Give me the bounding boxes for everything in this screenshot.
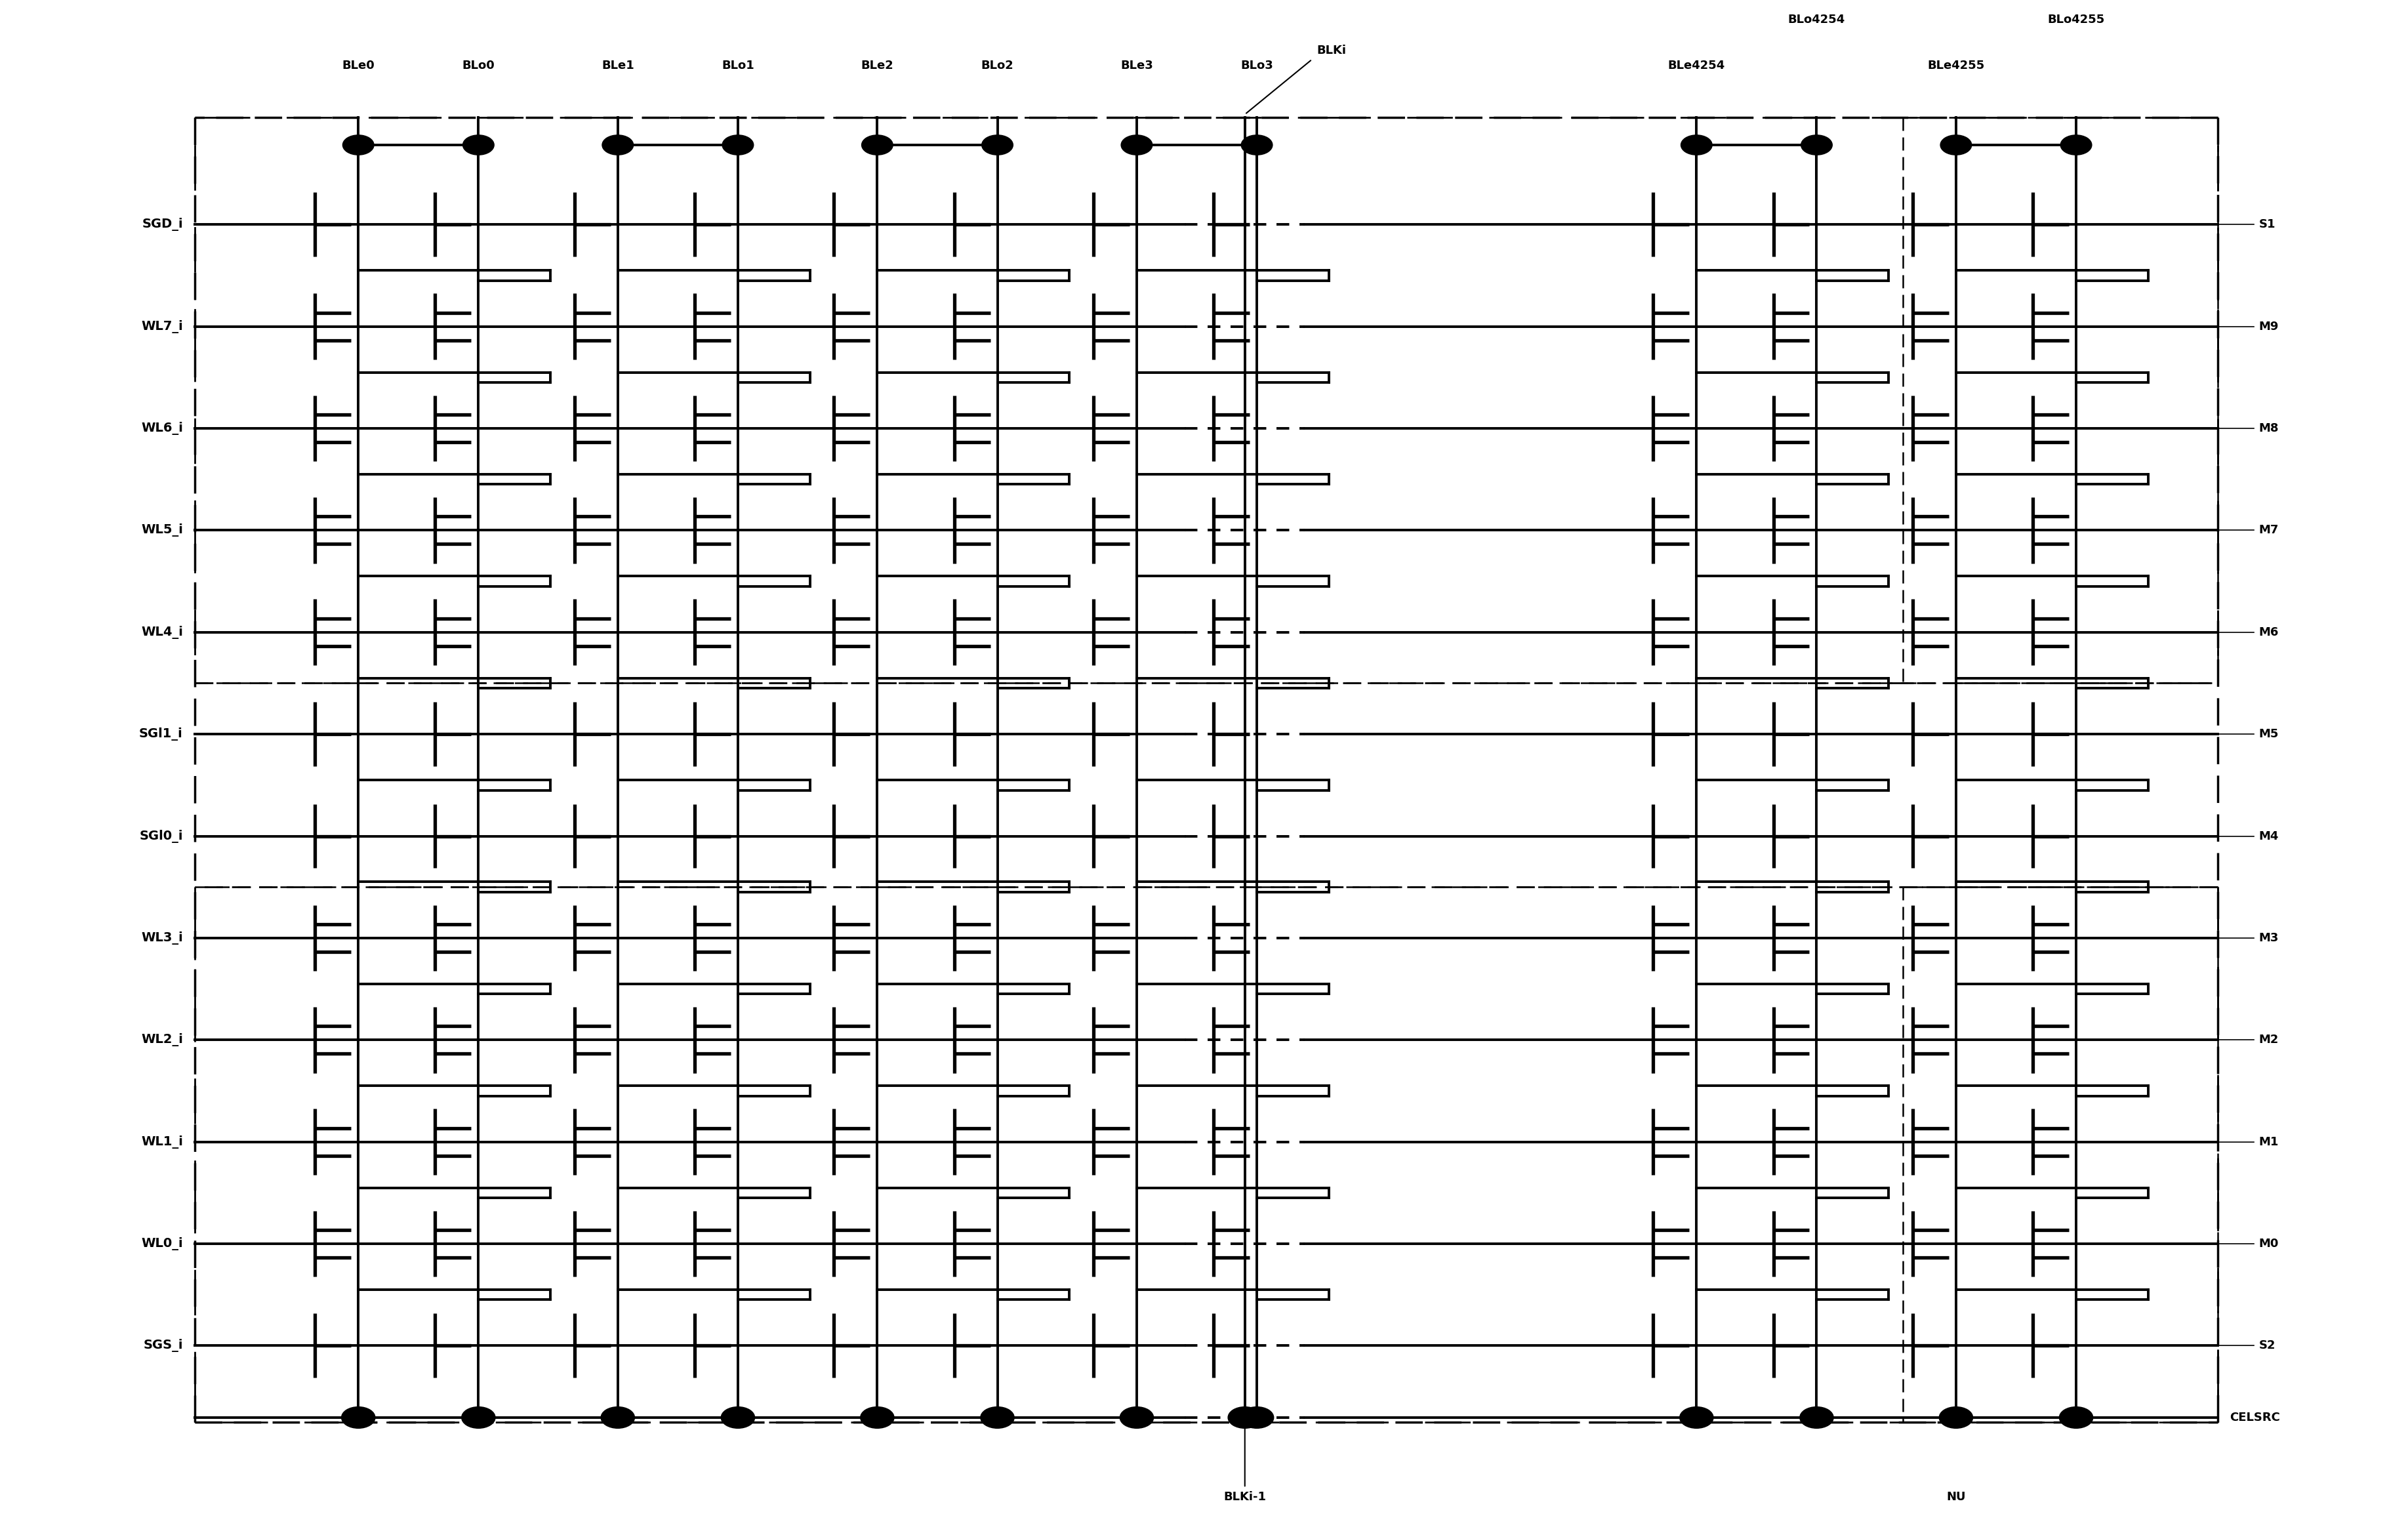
Text: M0: M0 <box>2259 1237 2278 1249</box>
Text: M9: M9 <box>2259 321 2278 333</box>
Circle shape <box>1681 1408 1714 1428</box>
Text: WL2_i: WL2_i <box>142 1033 183 1047</box>
Text: M8: M8 <box>2259 422 2278 434</box>
Text: BLKi-1: BLKi-1 <box>1223 1490 1267 1503</box>
Text: S2: S2 <box>2259 1340 2276 1352</box>
Text: BLe4254: BLe4254 <box>1669 60 1724 72</box>
Text: WL1_i: WL1_i <box>142 1136 183 1148</box>
Circle shape <box>1228 1408 1262 1428</box>
Circle shape <box>982 135 1014 155</box>
Text: S1: S1 <box>2259 218 2276 230</box>
Text: M2: M2 <box>2259 1035 2278 1045</box>
Circle shape <box>722 135 754 155</box>
Circle shape <box>462 1408 496 1428</box>
Text: M6: M6 <box>2259 626 2278 639</box>
Text: NU: NU <box>1946 1490 1965 1503</box>
Circle shape <box>1681 135 1712 155</box>
Text: WL7_i: WL7_i <box>142 319 183 333</box>
Text: WL6_i: WL6_i <box>142 422 183 434</box>
Text: BLe1: BLe1 <box>602 60 633 72</box>
Circle shape <box>1799 1408 1832 1428</box>
Text: BLe3: BLe3 <box>1120 60 1153 72</box>
Text: WL5_i: WL5_i <box>142 523 183 537</box>
Circle shape <box>980 1408 1014 1428</box>
Text: M1: M1 <box>2259 1136 2278 1148</box>
Text: SGl1_i: SGl1_i <box>140 728 183 741</box>
Text: BLKi: BLKi <box>1317 45 1346 57</box>
Text: SGS_i: SGS_i <box>142 1339 183 1352</box>
Text: CELSRC: CELSRC <box>2230 1412 2280 1423</box>
Text: BLe0: BLe0 <box>342 60 376 72</box>
Text: BLo3: BLo3 <box>1240 60 1274 72</box>
Circle shape <box>1240 135 1271 155</box>
Circle shape <box>1120 1408 1153 1428</box>
Circle shape <box>602 1408 636 1428</box>
Circle shape <box>342 135 373 155</box>
Text: SGD_i: SGD_i <box>142 218 183 232</box>
Circle shape <box>720 1408 754 1428</box>
Circle shape <box>1122 135 1153 155</box>
Circle shape <box>1801 135 1832 155</box>
Circle shape <box>862 135 893 155</box>
Text: BLe2: BLe2 <box>862 60 893 72</box>
Text: M4: M4 <box>2259 830 2278 843</box>
Text: WL0_i: WL0_i <box>142 1237 183 1251</box>
Circle shape <box>2061 135 2093 155</box>
Text: BLo4255: BLo4255 <box>2047 14 2105 26</box>
Text: BLo4254: BLo4254 <box>1789 14 1845 26</box>
Text: M3: M3 <box>2259 932 2278 944</box>
Circle shape <box>462 135 494 155</box>
Text: BLe4255: BLe4255 <box>1926 60 1984 72</box>
Text: BLo2: BLo2 <box>980 60 1014 72</box>
Circle shape <box>2059 1408 2093 1428</box>
Text: BLo0: BLo0 <box>462 60 494 72</box>
Text: SGl0_i: SGl0_i <box>140 829 183 843</box>
Circle shape <box>602 135 633 155</box>
Text: M7: M7 <box>2259 525 2278 536</box>
Circle shape <box>1938 1408 1972 1428</box>
Circle shape <box>342 1408 376 1428</box>
Circle shape <box>860 1408 893 1428</box>
Circle shape <box>1941 135 1972 155</box>
Circle shape <box>1240 1408 1274 1428</box>
Text: WL3_i: WL3_i <box>142 932 183 944</box>
Text: M5: M5 <box>2259 728 2278 740</box>
Text: WL4_i: WL4_i <box>142 626 183 639</box>
Text: BLo1: BLo1 <box>722 60 754 72</box>
